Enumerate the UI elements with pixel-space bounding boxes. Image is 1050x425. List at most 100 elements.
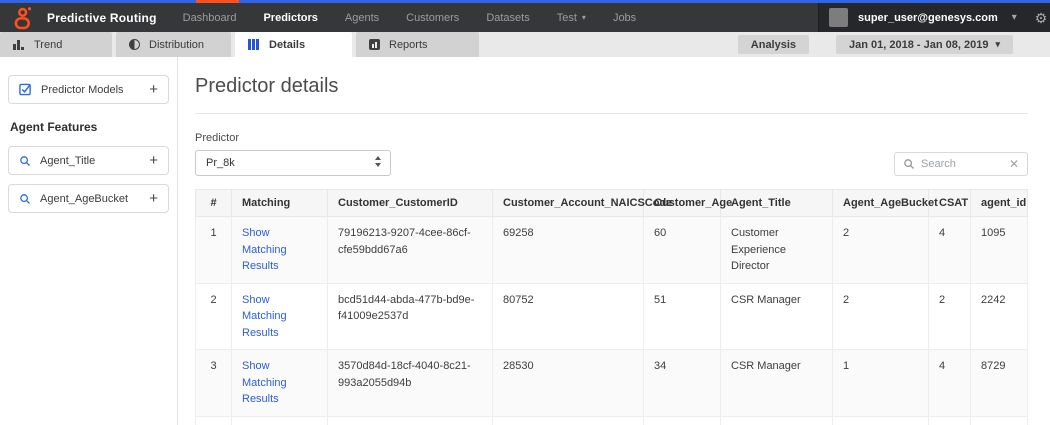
table-row: 4Show Matching Results922f1a11-e661-45d5…	[195, 415, 1028, 425]
show-matching-results-link[interactable]: Show Matching Results	[242, 360, 287, 405]
gear-icon[interactable]: ⚙	[1034, 9, 1048, 26]
matching-cell: Show Matching Results	[231, 415, 328, 425]
checkbox-checked-icon	[19, 83, 32, 96]
bar-chart-icon	[13, 39, 25, 50]
tab-label: Distribution	[149, 38, 205, 51]
naics-code-cell: 75826	[492, 415, 644, 425]
customer-id-cell: 79196213-9207-4cee-86cf-cfe59bdd67a6	[327, 216, 493, 284]
predictor-details-table: # Matching Customer_CustomerID Customer_Acc…	[195, 189, 1028, 425]
avatar	[829, 8, 848, 27]
predictor-select[interactable]: Pr_8k	[195, 150, 391, 176]
report-chart-icon	[369, 39, 380, 50]
feature-label: Agent_Title	[40, 154, 96, 167]
column-header: Agent_Title	[720, 189, 833, 217]
nav-item-label: Datasets	[486, 11, 530, 24]
age-bucket-cell: 1	[832, 349, 929, 417]
predictor-models-label: Predictor Models	[41, 83, 124, 96]
age-bucket-cell: 2	[832, 216, 929, 284]
csat-cell: 5	[928, 415, 971, 425]
nav-item-jobs[interactable]: Jobs	[613, 12, 636, 24]
show-matching-results-link[interactable]: Show Matching Results	[242, 227, 287, 272]
agent-id-cell: 1095	[970, 216, 1028, 284]
column-header: CSAT	[928, 189, 971, 217]
sidebar: Predictor Models + Agent Features Agent_…	[0, 57, 178, 425]
age-cell: 27	[643, 415, 721, 425]
half-circle-icon	[129, 39, 140, 50]
tab-trend[interactable]: Trend	[0, 32, 112, 57]
age-cell: 34	[643, 349, 721, 417]
analysis-button[interactable]: Analysis	[737, 35, 810, 54]
add-icon[interactable]: +	[149, 152, 158, 169]
age-bucket-cell: 2	[832, 282, 929, 350]
row-number-cell: 4	[195, 415, 232, 425]
agent-title-cell: CSR Manager	[720, 349, 833, 417]
search-icon	[19, 155, 31, 167]
controls-row: Predictor Pr_8k ✕	[195, 132, 1028, 176]
add-icon[interactable]: +	[149, 190, 158, 207]
tab-details[interactable]: Details	[235, 32, 352, 57]
naics-code-cell: 28530	[492, 349, 644, 417]
tab-reports[interactable]: Reports	[356, 32, 479, 57]
table-row: 1 Show Matching Results 79196213-9207-4cee…	[195, 216, 1028, 284]
predictor-label: Predictor	[195, 132, 240, 144]
chevron-down-icon: ▾	[995, 39, 1000, 49]
matching-cell: Show Matching Results	[231, 349, 328, 417]
nav-item-customers[interactable]: Customers	[406, 12, 459, 24]
age-cell: 51	[643, 282, 721, 350]
csat-cell: 2	[928, 282, 971, 350]
app-title: Predictive Routing	[47, 10, 157, 25]
show-matching-results-link[interactable]: Show Matching Results	[242, 293, 287, 339]
table-header-row: # Matching Customer_CustomerID Customer_Acc…	[195, 189, 1028, 217]
naics-code-cell: 69258	[492, 216, 644, 284]
column-header: #	[195, 189, 232, 217]
feature-card-agent-title[interactable]: Agent_Title +	[8, 146, 169, 175]
chevron-down-icon[interactable]: ▾	[1011, 12, 1017, 23]
user-email: super_user@genesys.com	[858, 11, 998, 24]
matching-cell: Show Matching Results	[231, 216, 328, 284]
search-box: ✕	[894, 152, 1028, 176]
row-number-cell: 3	[195, 349, 232, 417]
view-tabs: Trend Distribution Details Reports Analy…	[0, 32, 1050, 57]
tab-label: Reports	[389, 38, 428, 51]
age-bucket-cell: 2	[832, 415, 929, 425]
nav-item-agents[interactable]: Agents	[345, 12, 379, 24]
nav-item-dashboard[interactable]: Dashboard	[183, 12, 237, 24]
predictor-select-group: Predictor Pr_8k	[195, 132, 391, 176]
column-header: Matching	[231, 189, 328, 217]
date-range-button[interactable]: Jan 01, 2018 - Jan 08, 2019 ▾	[836, 35, 1013, 54]
predictor-models-card[interactable]: Predictor Models +	[8, 75, 169, 104]
feature-card-agent-agebucket[interactable]: Agent_AgeBucket +	[8, 184, 169, 213]
main-panel: Predictor details Predictor Pr_8k	[178, 57, 1050, 425]
agent-title-cell: CSR Manager	[720, 282, 833, 350]
add-icon[interactable]: +	[149, 81, 158, 98]
tab-distribution[interactable]: Distribution	[116, 32, 231, 57]
search-icon	[903, 158, 915, 170]
nav-item-label: Predictors	[263, 11, 318, 24]
nav-item-test[interactable]: Test ▾	[557, 12, 586, 24]
search-input[interactable]	[921, 158, 1009, 170]
active-nav-accent	[196, 0, 239, 3]
select-stepper-icon	[375, 156, 381, 167]
customer-id-cell: bcd51d44-abda-477b-bd9e-f41009e2537d	[327, 282, 493, 350]
topbar-accent-line	[0, 0, 1050, 3]
csat-cell: 4	[928, 216, 971, 284]
naics-code-cell: 80752	[492, 282, 644, 350]
user-menu[interactable]: super_user@genesys.com ▾ ⚙ ?	[818, 0, 1050, 32]
agent-id-cell: 8720	[970, 415, 1028, 425]
agent-title-cell: Customer Experience Director	[720, 216, 833, 284]
nav-item-datasets[interactable]: Datasets	[486, 12, 529, 24]
divider	[195, 113, 1028, 114]
tab-label: Trend	[34, 38, 63, 51]
clear-search-icon[interactable]: ✕	[1008, 157, 1019, 171]
nav-item-label: Jobs	[612, 11, 637, 24]
tab-label: Details	[269, 38, 306, 51]
age-cell: 60	[643, 216, 721, 284]
nav-item-predictors[interactable]: Predictors	[263, 12, 317, 24]
nav-item-label: Agents	[344, 11, 380, 24]
column-header: Customer_Account_NAICSCode	[492, 189, 672, 217]
row-number-cell: 2	[195, 282, 232, 350]
csat-cell: 4	[928, 349, 971, 417]
agent-features-heading: Agent Features	[10, 120, 98, 134]
tabbar-actions: Analysis Jan 01, 2018 - Jan 08, 2019 ▾	[737, 32, 1050, 57]
